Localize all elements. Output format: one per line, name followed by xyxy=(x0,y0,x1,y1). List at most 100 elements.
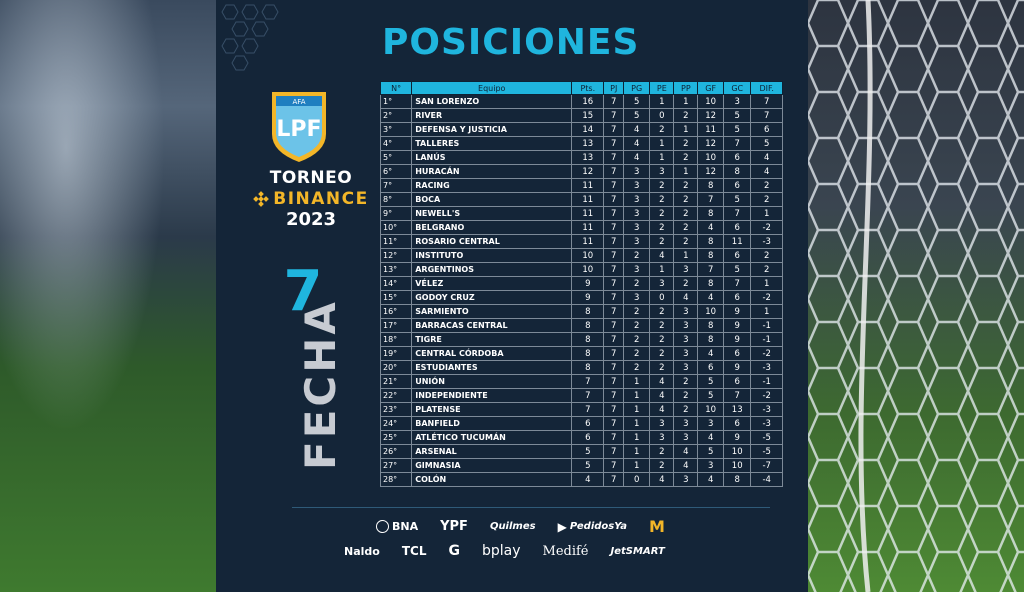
cell-pos: 22° xyxy=(379,388,413,403)
cell-team: UNIÓN xyxy=(411,374,573,389)
cell-pg: 5 xyxy=(623,108,651,123)
cell-pos: 18° xyxy=(379,332,413,347)
cell-pj: 7 xyxy=(603,332,625,347)
cell-team: SAN LORENZO xyxy=(411,94,573,109)
cell-pe: 4 xyxy=(649,388,675,403)
cell-pg: 3 xyxy=(623,192,651,207)
cell-pe: 4 xyxy=(649,472,675,487)
cell-pts: 4 xyxy=(571,472,605,487)
cell-pts: 15 xyxy=(571,108,605,123)
cell-pp: 2 xyxy=(673,150,699,165)
cell-pts: 5 xyxy=(571,458,605,473)
cell-pg: 2 xyxy=(623,248,651,263)
cell-pts: 14 xyxy=(571,122,605,137)
goal-net-photo-right xyxy=(808,0,1024,592)
cell-gf: 3 xyxy=(697,416,725,431)
header-dif: DIF. xyxy=(750,81,783,95)
table-row: 7° RACING 11 7 3 2 2 8 6 2 xyxy=(379,178,783,193)
cell-pg: 2 xyxy=(623,304,651,319)
header-pp: PP xyxy=(673,81,699,95)
cell-pg: 4 xyxy=(623,122,651,137)
cell-dif: -3 xyxy=(750,416,783,431)
cell-gc: 6 xyxy=(723,248,752,263)
cell-pos: 23° xyxy=(379,402,413,417)
table-row: 28° COLÓN 4 7 0 4 3 4 8 -4 xyxy=(379,472,783,487)
table-row: 14° VÉLEZ 9 7 2 3 2 8 7 1 xyxy=(379,276,783,291)
cell-pp: 2 xyxy=(673,402,699,417)
cell-pp: 2 xyxy=(673,234,699,249)
cell-pp: 3 xyxy=(673,318,699,333)
sponsor-divider xyxy=(292,507,770,508)
sponsor-medife: Medifé xyxy=(542,543,589,559)
cell-pe: 2 xyxy=(649,318,675,333)
table-row: 18° TIGRE 8 7 2 2 3 8 9 -1 xyxy=(379,332,783,347)
cell-pg: 2 xyxy=(623,360,651,375)
cell-pos: 20° xyxy=(379,360,413,375)
cell-team: CENTRAL CÓRDOBA xyxy=(411,346,573,361)
cell-gf: 8 xyxy=(697,178,725,193)
cell-pj: 7 xyxy=(603,402,625,417)
cell-pp: 2 xyxy=(673,374,699,389)
cell-pj: 7 xyxy=(603,164,625,179)
cell-dif: 4 xyxy=(750,150,783,165)
cell-gc: 10 xyxy=(723,458,752,473)
cell-gf: 8 xyxy=(697,332,725,347)
fecha-label: FECHA xyxy=(296,299,345,470)
cell-pos: 1° xyxy=(379,94,413,109)
cell-pg: 3 xyxy=(623,262,651,277)
header-pos: N° xyxy=(379,81,413,95)
cell-pp: 2 xyxy=(673,220,699,235)
cell-dif: -3 xyxy=(750,360,783,375)
cell-pts: 8 xyxy=(571,304,605,319)
cell-gc: 6 xyxy=(723,374,752,389)
cell-team: ARGENTINOS xyxy=(411,262,573,277)
goal-net-pattern xyxy=(808,0,1024,592)
sponsor-gatorade: G xyxy=(448,543,460,559)
cell-pos: 13° xyxy=(379,262,413,277)
cell-gf: 12 xyxy=(697,164,725,179)
cell-dif: 6 xyxy=(750,122,783,137)
cell-gf: 11 xyxy=(697,122,725,137)
cell-pg: 1 xyxy=(623,444,651,459)
table-row: 27° GIMNASIA 5 7 1 2 4 3 10 -7 xyxy=(379,458,783,473)
cell-team: BANFIELD xyxy=(411,416,573,431)
header-pts: Pts. xyxy=(571,81,605,95)
cell-pe: 4 xyxy=(649,248,675,263)
cell-team: VÉLEZ xyxy=(411,276,573,291)
cell-team: GIMNASIA xyxy=(411,458,573,473)
cell-pj: 7 xyxy=(603,136,625,151)
lpf-text: LPF xyxy=(276,117,321,142)
cell-pe: 2 xyxy=(649,234,675,249)
cell-gf: 8 xyxy=(697,248,725,263)
cell-pp: 4 xyxy=(673,290,699,305)
cell-pts: 13 xyxy=(571,150,605,165)
cell-pp: 2 xyxy=(673,136,699,151)
table-row: 6° HURACÁN 12 7 3 3 1 12 8 4 xyxy=(379,164,783,179)
cell-team: INSTITUTO xyxy=(411,248,573,263)
afa-text: AFA xyxy=(293,98,306,106)
cell-gf: 4 xyxy=(697,430,725,445)
cell-pts: 7 xyxy=(571,388,605,403)
binance-diamond-icon xyxy=(253,191,270,207)
cell-pj: 7 xyxy=(603,234,625,249)
cell-pg: 3 xyxy=(623,206,651,221)
cell-pg: 2 xyxy=(623,276,651,291)
cell-dif: 2 xyxy=(750,178,783,193)
cell-pg: 1 xyxy=(623,416,651,431)
cell-pp: 1 xyxy=(673,94,699,109)
cell-pe: 2 xyxy=(649,192,675,207)
cell-dif: -2 xyxy=(750,346,783,361)
cell-pe: 4 xyxy=(649,402,675,417)
cell-gf: 12 xyxy=(697,108,725,123)
tournament-year: 2023 xyxy=(285,209,337,230)
cell-pos: 24° xyxy=(379,416,413,431)
cell-team: DEFENSA Y JUSTICIA xyxy=(411,122,573,137)
cell-pj: 7 xyxy=(603,94,625,109)
cell-pe: 2 xyxy=(649,220,675,235)
cell-gc: 8 xyxy=(723,164,752,179)
cell-team: BOCA xyxy=(411,192,573,207)
cell-pts: 6 xyxy=(571,416,605,431)
cell-pj: 7 xyxy=(603,346,625,361)
cell-dif: -2 xyxy=(750,290,783,305)
cell-pj: 7 xyxy=(603,304,625,319)
